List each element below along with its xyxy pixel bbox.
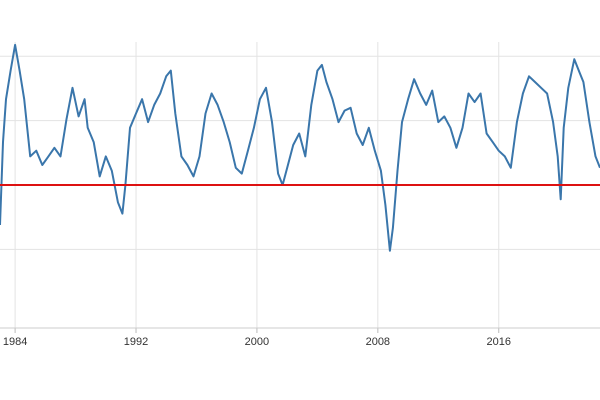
series-line: [0, 43, 600, 252]
x-tick-label: 2008: [366, 336, 390, 348]
x-axis-tick-labels: 1984 1992 2000 2008 2016: [3, 336, 511, 348]
series-layer: [0, 43, 600, 252]
x-tick-label: 1984: [3, 336, 27, 348]
x-tick-label: 1992: [124, 336, 148, 348]
x-tick-label: 2000: [245, 336, 269, 348]
horizontal-gridlines: [0, 55, 600, 329]
vertical-gridlines: [14, 42, 500, 333]
x-tick-label: 2016: [486, 336, 510, 348]
